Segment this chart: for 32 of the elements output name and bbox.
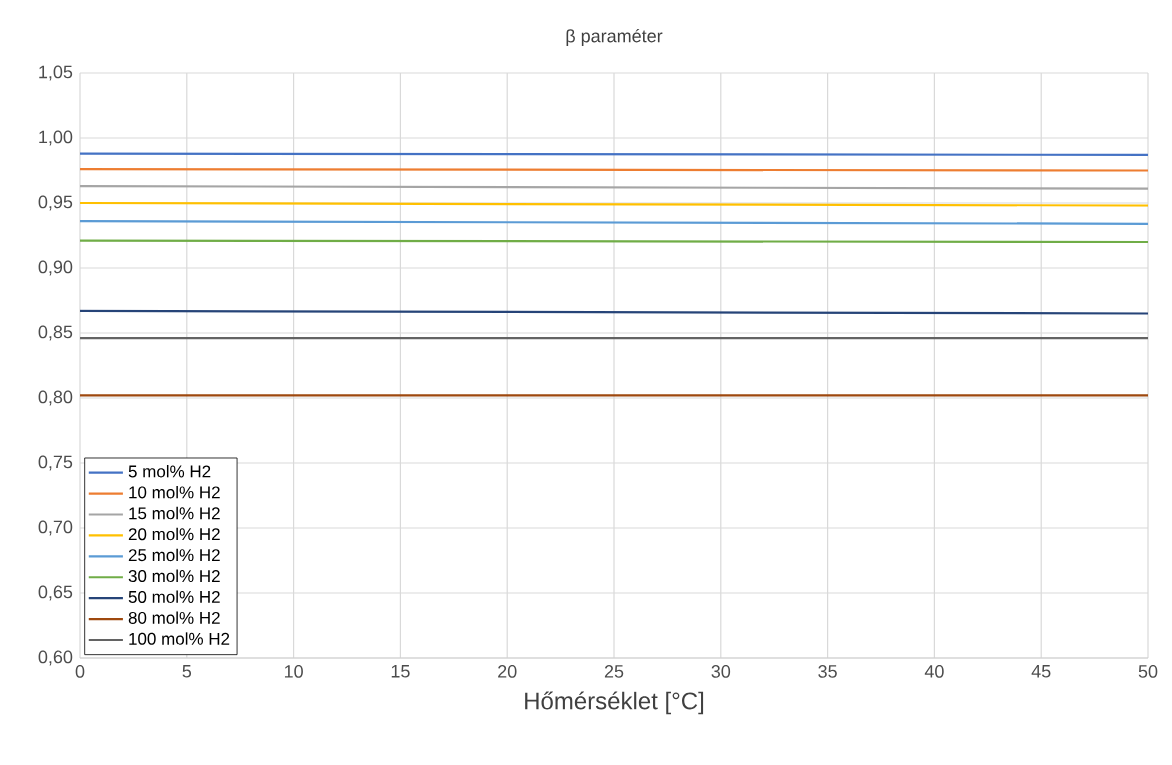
x-tick-label: 0 [75,665,85,678]
x-tick-label: 10 [284,665,303,678]
y-tick-label: 0,75 [38,455,73,471]
x-tick-label: 50 [1138,665,1158,678]
legend-label: 50 mol% H2 [128,590,220,603]
y-tick-label: 0,90 [38,260,73,276]
y-tick-label: 1,05 [39,65,73,81]
y-tick-label: 0,65 [38,585,73,601]
x-tick-label: 20 [498,665,517,678]
legend-label: 5 mol% H2 [128,464,211,478]
x-tick-label: 25 [604,665,624,678]
x-tick-label: 5 [182,665,192,678]
chart-title: β paraméter [566,28,663,46]
legend-label: 30 mol% H2 [128,569,220,583]
legend-label: 100 mol% H2 [129,632,230,645]
y-tick-label: 1,00 [39,130,73,146]
x-tick-label: 40 [924,665,944,678]
y-tick-label: 0,95 [38,195,73,211]
x-tick-label: 30 [711,665,731,678]
x-tick-label: 35 [818,665,837,678]
legend-label: 80 mol% H2 [128,611,220,624]
x-tick-label: 45 [1031,665,1051,678]
legend-label: 20 mol% H2 [128,527,220,541]
legend-label: 10 mol% H2 [129,485,220,499]
y-tick-label: 0,85 [38,325,73,341]
x-axis-title: Hőmérséklet [°C] [525,691,704,715]
y-tick-label: 0,60 [38,650,73,666]
y-tick-label: 0,80 [38,390,73,406]
y-tick-label: 0,70 [38,520,73,536]
legend-label: 15 mol% H2 [129,506,220,520]
x-tick-label: 15 [391,665,410,678]
legend-label: 25 mol% H2 [128,548,220,562]
